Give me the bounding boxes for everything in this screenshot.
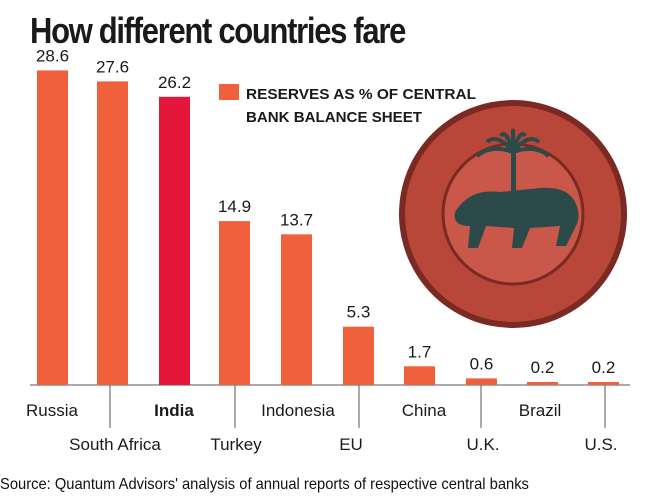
palm-trunk: [511, 150, 516, 192]
category-label: Brazil: [519, 401, 562, 420]
category-label: Turkey: [210, 435, 262, 454]
category-label: U.K.: [466, 435, 499, 454]
value-label: 0.2: [531, 358, 555, 377]
bar: [343, 326, 374, 385]
bars: [37, 70, 619, 386]
category-label: EU: [339, 435, 363, 454]
category-label: U.S.: [584, 435, 617, 454]
source-note: Source: Quantum Advisors' analysis of an…: [0, 476, 529, 493]
bar: [588, 382, 619, 385]
bar: [37, 70, 68, 386]
value-label: 0.6: [470, 354, 494, 373]
category-labels: Russia South Africa India Turkey IndonesiaEU…: [26, 401, 618, 454]
bar: [527, 382, 558, 385]
value-label: 14.9: [218, 197, 251, 216]
bar: [97, 81, 128, 386]
legend-label-line-1: RESERVES AS % OF CENTRAL: [246, 86, 476, 103]
bar: [281, 234, 312, 385]
bar: [404, 366, 435, 385]
category-label: India: [154, 401, 194, 420]
chart-title: How different countries fare: [30, 10, 406, 51]
category-label: South Africa: [69, 435, 161, 454]
value-labels: 28.6 27.6 26.2 14.9 13.7 5.3 1.7 0.6 0.2 0.2: [36, 46, 615, 377]
legend-label-line-2: BANK BALANCE SHEET: [246, 109, 422, 126]
value-label: 27.6: [96, 57, 129, 76]
category-label: Indonesia: [261, 401, 335, 420]
value-label: 1.7: [408, 342, 432, 361]
value-label: 0.2: [592, 358, 616, 377]
value-label: 26.2: [158, 73, 191, 92]
value-label: 13.7: [280, 210, 313, 229]
bar: [466, 378, 497, 385]
value-label: 28.6: [36, 46, 69, 65]
bar: [219, 221, 250, 385]
category-label: Russia: [26, 401, 79, 420]
palm-leaf: [512, 146, 551, 158]
value-label: 5.3: [347, 303, 371, 322]
tiger-shape: [454, 187, 579, 248]
bar: [159, 96, 190, 386]
category-label: China: [402, 401, 447, 420]
legend: RESERVES AS % OF CENTRAL BANK BALANCE SH…: [219, 84, 476, 126]
legend-swatch: [219, 84, 239, 100]
rbi-seal-icon: [399, 100, 627, 328]
